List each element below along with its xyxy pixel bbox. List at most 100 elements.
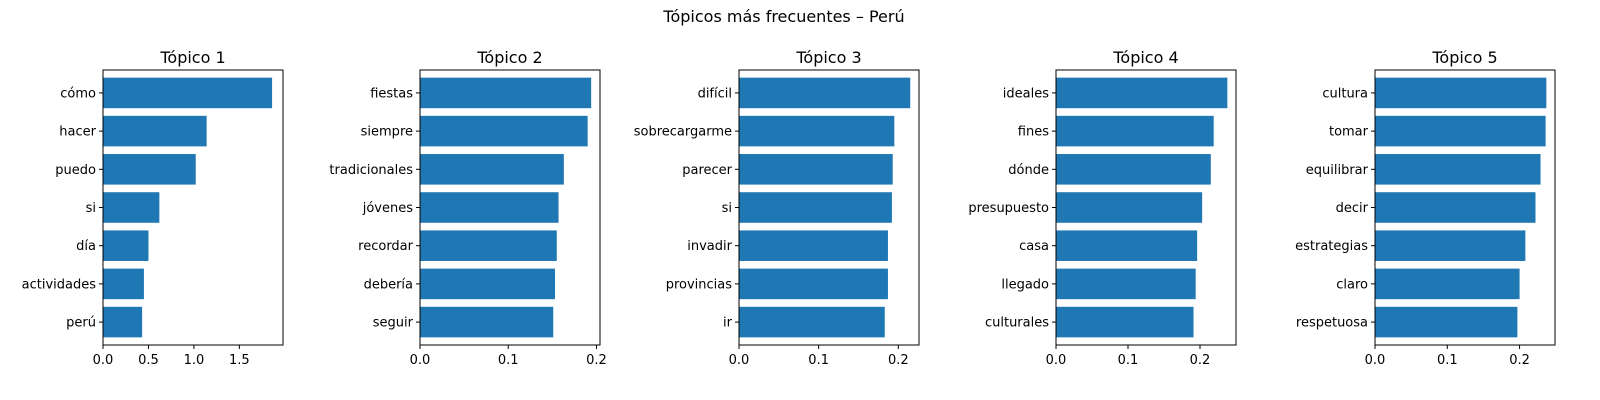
bar: [420, 192, 559, 223]
y-tick-label: casa: [1019, 239, 1049, 254]
panel-title: Tópico 5: [1431, 48, 1497, 67]
y-tick-label: claro: [1336, 277, 1368, 292]
axes-frame: [419, 69, 601, 346]
y-tick-label: parecer: [682, 163, 732, 178]
y-tick-label: cómo: [60, 86, 96, 101]
bar: [1056, 154, 1211, 185]
panel-title: Tópico 2: [476, 48, 542, 67]
y-tick-label: dónde: [1008, 163, 1049, 178]
chart-panel-5: cultura tomar equilibrar decir estrategias cl…: [1295, 48, 1556, 368]
bar: [420, 154, 564, 185]
chart-panel-1: cómo hacer puedo si día actividades perú 0.0 0.5…: [22, 48, 284, 368]
bar: [739, 268, 888, 300]
bar: [103, 192, 160, 223]
bar: [739, 192, 892, 223]
y-tick-label: actividades: [22, 277, 97, 292]
y-tick-label: jóvenes: [362, 201, 413, 216]
x-tick-label: 0.1: [1118, 353, 1139, 368]
x-tick-label: 0.2: [1509, 353, 1530, 368]
y-tick-label: llegado: [1001, 277, 1049, 292]
x-tick-label: 0.1: [808, 353, 829, 368]
panel-title: Tópico 1: [159, 48, 225, 67]
bar: [739, 154, 893, 185]
figure-title: Tópicos más frecuentes – Perú: [662, 7, 904, 26]
axes-frame: [1374, 69, 1556, 346]
bar: [739, 115, 895, 147]
axes-frame: [738, 69, 920, 346]
y-tick-label: día: [76, 239, 96, 254]
y-tick-label: fines: [1018, 125, 1049, 140]
bar: [103, 268, 144, 300]
y-tick-label: ideales: [1003, 86, 1049, 101]
y-tick-label: si: [722, 201, 732, 216]
x-tick-label: 1.5: [229, 353, 250, 368]
bar: [1056, 192, 1203, 223]
bar: [1056, 306, 1194, 338]
bar: [420, 268, 555, 300]
x-tick-label: 0.0: [729, 353, 750, 368]
y-tick-label: hacer: [59, 125, 96, 140]
x-tick-label: 0.0: [410, 353, 431, 368]
chart-panel-2: fiestas siempre tradicionales jóvenes record…: [329, 48, 606, 368]
y-tick-label: decir: [1336, 201, 1369, 216]
bar: [103, 230, 149, 261]
chart-panels: cómo hacer puedo si día actividades perú 0.0 0.5…: [22, 48, 1556, 368]
bar: [1056, 268, 1196, 300]
bar: [1056, 230, 1198, 261]
bar: [739, 230, 888, 261]
y-tick-label: sobrecargarme: [634, 125, 732, 140]
x-tick-label: 0.5: [138, 353, 159, 368]
y-tick-label: seguir: [373, 316, 414, 331]
y-tick-label: siempre: [361, 125, 413, 140]
x-tick-label: 0.1: [1437, 353, 1458, 368]
chart-panel-4: ideales fines dónde presupuesto casa llegado c…: [968, 48, 1237, 368]
bar: [1056, 115, 1214, 147]
y-tick-label: equilibrar: [1306, 163, 1369, 178]
bar: [739, 77, 911, 109]
y-tick-label: respetuosa: [1296, 316, 1368, 331]
bar: [420, 230, 557, 261]
panel-title: Tópico 3: [795, 48, 861, 67]
x-tick-label: 0.0: [1046, 353, 1067, 368]
bar: [1375, 115, 1546, 147]
bar: [1375, 230, 1526, 261]
y-tick-label: perú: [66, 316, 96, 331]
bar: [103, 306, 143, 338]
bar: [420, 115, 588, 147]
y-tick-label: ir: [723, 316, 733, 331]
y-tick-label: tomar: [1329, 125, 1369, 140]
x-tick-label: 0.1: [498, 353, 519, 368]
y-tick-label: presupuesto: [968, 201, 1049, 216]
y-tick-label: provincias: [666, 277, 733, 292]
bar: [103, 154, 196, 185]
y-tick-label: invadir: [687, 239, 732, 254]
y-tick-label: difícil: [698, 86, 732, 101]
bar: [103, 115, 207, 147]
y-tick-label: puedo: [55, 163, 96, 178]
bar: [1056, 77, 1228, 109]
y-tick-label: recordar: [358, 239, 413, 254]
panel-title: Tópico 4: [1112, 48, 1178, 67]
x-tick-label: 0.2: [888, 353, 909, 368]
y-tick-label: si: [86, 201, 96, 216]
x-tick-label: 0.2: [1190, 353, 1211, 368]
x-tick-label: 0.2: [586, 353, 607, 368]
x-tick-label: 1.0: [184, 353, 205, 368]
bar: [420, 77, 592, 109]
bar: [1375, 268, 1520, 300]
y-tick-label: estrategias: [1295, 239, 1368, 254]
bar: [420, 306, 554, 338]
y-tick-label: cultura: [1322, 86, 1368, 101]
bar: [1375, 306, 1518, 338]
x-tick-label: 0.0: [1365, 353, 1386, 368]
x-tick-label: 0.0: [93, 353, 114, 368]
axes-frame: [1055, 69, 1237, 346]
y-tick-label: tradicionales: [329, 163, 413, 178]
bar: [103, 77, 273, 109]
y-tick-label: culturales: [985, 316, 1049, 331]
bar: [1375, 192, 1536, 223]
y-tick-label: fiestas: [370, 86, 413, 101]
y-tick-label: debería: [364, 277, 413, 292]
axes-frame: [102, 69, 284, 346]
